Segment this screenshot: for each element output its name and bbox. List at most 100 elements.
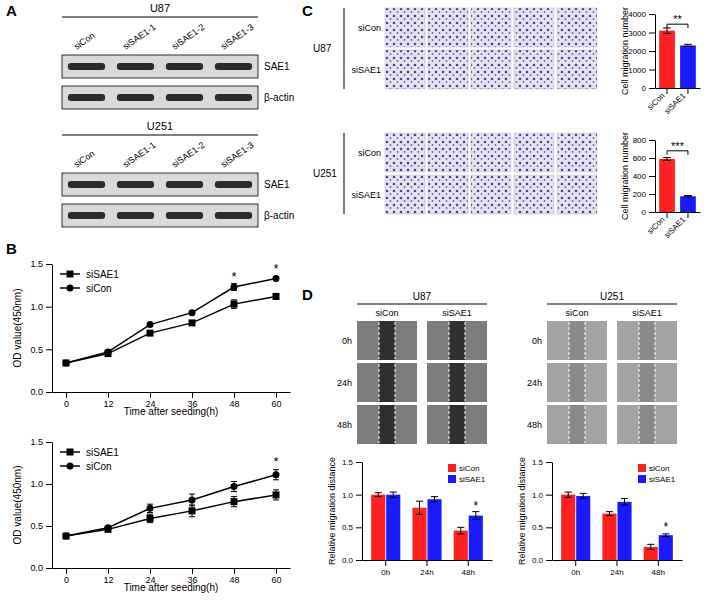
y-axis-line [552,463,553,561]
point [231,301,238,308]
tick-label: 1.5 [30,259,43,269]
wound-gap [379,363,395,402]
bar [659,31,675,88]
legend-marker [67,463,74,470]
cell-line-label: U251 [147,120,173,132]
plot-area [63,470,280,540]
band-label: β-actin [264,210,294,221]
tick: 48 [229,392,239,409]
tick-label: 0 [64,575,69,585]
row-label: 48h [527,420,542,430]
tick-label: 600 [633,154,647,163]
micrograph [514,50,554,89]
band [68,63,105,70]
wound-edge [639,406,640,443]
tick-mark [46,307,52,308]
point [273,275,280,282]
wound-edge [655,406,656,443]
tick: 1.5 [30,259,52,269]
tick: 0 [64,568,69,585]
tick: 0 [64,392,69,409]
micrograph [557,175,597,214]
bar-chart: 0h24h48h0.00.51.01.5Relative migration d… [327,457,493,577]
tick-mark [46,349,52,350]
tick-label: 1.0 [30,302,43,312]
micrograph [427,321,487,360]
point [231,483,238,490]
error-bar [189,505,195,517]
tick: 24h [610,560,623,577]
header-rule [357,304,487,305]
micrograph [547,405,607,444]
plot-area [659,158,696,212]
tick-label: 60 [271,399,281,409]
tick-label: 1000 [628,66,646,75]
tick: 12 [103,392,113,409]
x-axis: 0h24h48h [363,560,493,577]
error-bar [431,497,438,502]
tick: 2000 [628,47,655,56]
wound-edge [449,322,450,359]
micrograph [617,321,677,360]
tick-mark [66,392,67,398]
tick-mark [385,560,386,566]
legend-label: siCon [86,461,112,472]
point [231,498,238,505]
micrograph [428,8,468,47]
micrograph [428,50,468,89]
tick: 0 [642,84,655,93]
tick-mark [667,88,668,94]
panel-label: B [6,240,17,257]
tick: 3000 [628,29,655,38]
tick-label: 24h [610,568,623,577]
tick-mark [649,158,655,159]
blot-strip [62,55,258,78]
error-bar [231,497,237,507]
column-label: siSAE1 [632,308,662,318]
bar [427,499,441,560]
legend-marker [67,449,74,456]
point [147,321,154,328]
micrograph [557,50,597,89]
tick-mark [427,560,428,566]
tick-label: 1.0 [342,491,354,500]
point [105,348,112,355]
tick-label: 48 [229,399,239,409]
y-axis: 0.00.51.01.5 [342,458,363,565]
tick-mark [649,194,655,195]
wound-gap [379,405,395,444]
error-bar [606,512,613,516]
tick-mark [356,527,362,528]
tick: 12 [103,568,113,585]
tick-mark [46,568,52,569]
legend-label: siSAE1 [459,475,486,484]
row-label: 24h [337,378,352,388]
point [63,359,70,366]
bar [371,495,385,560]
tick: 1.0 [30,479,52,489]
tick-label: 0.5 [30,521,43,531]
micrograph [385,133,425,172]
y-axis-line [655,15,656,89]
tick: 0.5 [30,521,52,531]
y-axis-line [52,443,53,569]
tick-mark [649,33,655,34]
wound-edge [465,406,466,443]
legend-label: siCon [459,464,479,473]
tick: 800 [633,136,655,145]
micrograph [428,133,468,172]
band [117,63,154,70]
y-axis-title: Cell migration number [620,7,630,95]
band-label: β-actin [264,92,294,103]
header-rule [62,135,258,136]
micrograph [514,133,554,172]
tick-mark [46,264,52,265]
micrograph [385,8,425,47]
row-label: 48h [337,420,352,430]
tick: 48h [462,560,475,577]
tick: 1.5 [342,458,362,467]
micrograph [428,175,468,214]
tick: 0.5 [342,523,362,532]
legend-label: siCon [649,464,669,473]
y-axis-title: OD value(450nm) [12,289,23,368]
